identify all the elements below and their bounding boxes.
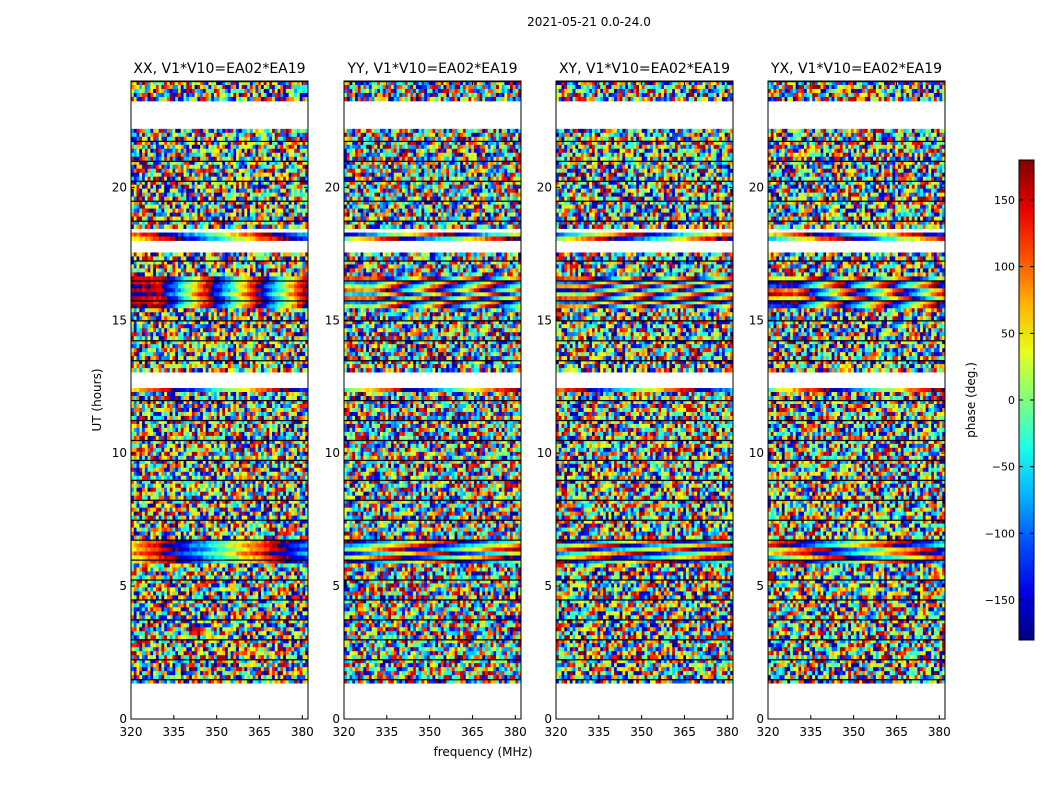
panels: XX, V1*V10=EA02*EA19 320 335 350 365 380 0 5 10 1… xyxy=(112,61,951,739)
x-tick-label: 350 xyxy=(630,725,653,739)
colorbar-tick-label: 100 xyxy=(994,261,1015,274)
panel-title: XY, V1*V10=EA02*EA19 xyxy=(559,61,730,77)
x-tick-label: 365 xyxy=(461,725,484,739)
y-tick-label: 15 xyxy=(112,313,127,327)
colorbar-tick-label: −100 xyxy=(985,527,1015,540)
panel-title: YY, V1*V10=EA02*EA19 xyxy=(346,61,517,77)
phase-heatmap xyxy=(344,81,521,719)
colorbar-tick-label: 0 xyxy=(1008,394,1015,407)
x-tick-label: 320 xyxy=(333,725,356,739)
y-tick-label: 20 xyxy=(537,180,552,194)
colorbar-tick-label: 150 xyxy=(994,194,1015,207)
y-tick-label: 5 xyxy=(756,579,764,593)
x-tick-label: 350 xyxy=(418,725,441,739)
panel-2: XY, V1*V10=EA02*EA19 320 335 350 365 380 0 5 10 1… xyxy=(537,61,739,739)
x-tick-label: 365 xyxy=(885,725,908,739)
panel-frame xyxy=(767,80,946,720)
x-axis-label: frequency (MHz) xyxy=(433,745,532,759)
panel-frame xyxy=(343,80,522,720)
phase-heatmap xyxy=(131,81,308,719)
x-tick-label: 335 xyxy=(162,725,185,739)
x-tick-label: 335 xyxy=(587,725,610,739)
panel-frame xyxy=(555,80,734,720)
panel-0: XX, V1*V10=EA02*EA19 320 335 350 365 380 0 5 10 1… xyxy=(112,61,314,739)
panel-3: YX, V1*V10=EA02*EA19 320 335 350 365 380 0 5 10 1… xyxy=(749,61,951,739)
x-tick-label: 350 xyxy=(205,725,228,739)
colorbar: 150 100 50 0 −50 −100 −150 xyxy=(985,159,1035,641)
colorbar-tick-label: −50 xyxy=(992,461,1015,474)
phase-heatmap xyxy=(768,81,945,719)
y-tick-label: 5 xyxy=(332,579,340,593)
y-tick-label: 0 xyxy=(119,712,127,726)
y-tick-label: 20 xyxy=(325,180,340,194)
y-tick-label: 10 xyxy=(749,446,764,460)
x-tick-label: 335 xyxy=(799,725,822,739)
x-tick-label: 320 xyxy=(545,725,568,739)
y-tick-label: 15 xyxy=(537,313,552,327)
y-tick-label: 5 xyxy=(119,579,127,593)
x-tick-label: 380 xyxy=(504,725,527,739)
y-tick-label: 15 xyxy=(325,313,340,327)
x-tick-label: 320 xyxy=(757,725,780,739)
panel-title: XX, V1*V10=EA02*EA19 xyxy=(133,61,305,77)
x-tick-label: 350 xyxy=(842,725,865,739)
y-tick-label: 15 xyxy=(749,313,764,327)
y-tick-label: 20 xyxy=(112,180,127,194)
x-tick-label: 365 xyxy=(248,725,271,739)
colorbar-tick-label: 50 xyxy=(1001,327,1015,340)
y-tick-label: 10 xyxy=(112,446,127,460)
y-tick-label: 5 xyxy=(544,579,552,593)
y-tick-label: 10 xyxy=(537,446,552,460)
y-tick-label: 10 xyxy=(325,446,340,460)
x-tick-label: 380 xyxy=(928,725,951,739)
figure-title: 2021-05-21 0.0-24.0 xyxy=(527,15,651,29)
x-tick-label: 380 xyxy=(291,725,314,739)
y-tick-label: 0 xyxy=(332,712,340,726)
y-tick-label: 0 xyxy=(544,712,552,726)
y-axis-label: UT (hours) xyxy=(90,368,104,431)
x-tick-label: 320 xyxy=(120,725,143,739)
panel-frame xyxy=(130,80,309,720)
y-tick-label: 20 xyxy=(749,180,764,194)
x-tick-label: 380 xyxy=(716,725,739,739)
colorbar-tick-label: −150 xyxy=(985,594,1015,607)
colorbar-label: phase (deg.) xyxy=(964,362,978,438)
phase-heatmap xyxy=(556,81,733,719)
x-tick-label: 335 xyxy=(375,725,398,739)
y-tick-label: 0 xyxy=(756,712,764,726)
panel-1: YY, V1*V10=EA02*EA19 320 335 350 365 380 0 5 10 1… xyxy=(325,61,527,739)
x-tick-label: 365 xyxy=(673,725,696,739)
panel-title: YX, V1*V10=EA02*EA19 xyxy=(770,61,942,77)
